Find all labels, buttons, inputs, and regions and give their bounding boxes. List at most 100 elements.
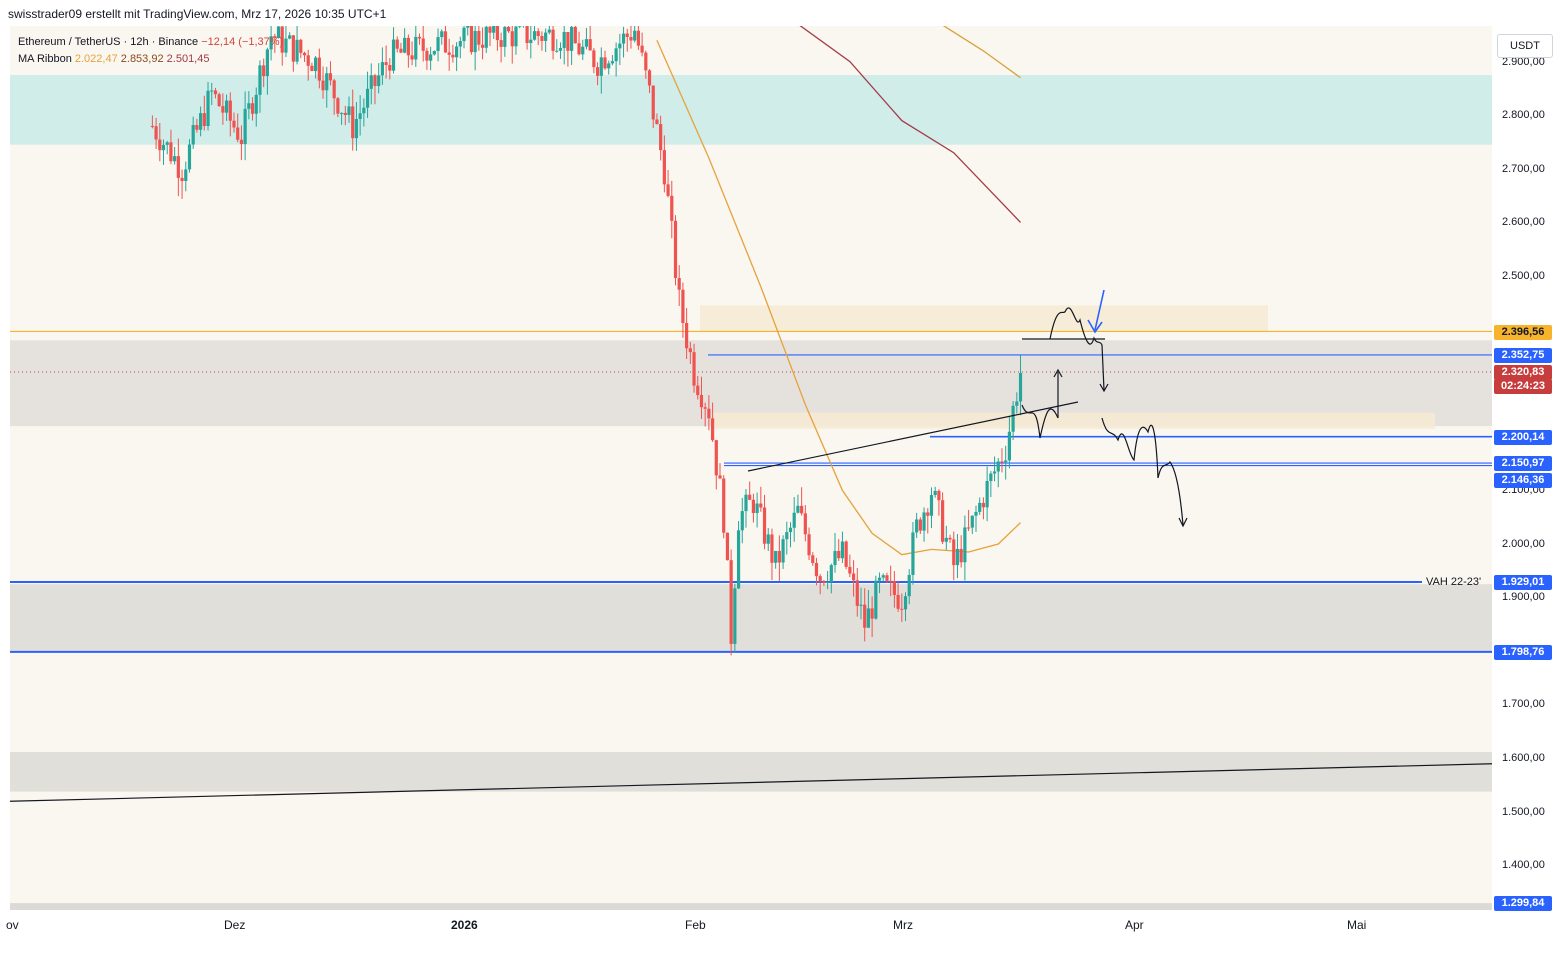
candle-body (336, 98, 340, 114)
blue-arrow-head (1087, 319, 1103, 334)
candle-body (365, 88, 370, 108)
candle-body (362, 107, 366, 114)
candle-body (803, 513, 807, 535)
candle-body (473, 30, 477, 53)
ma-ribbon-label: MA Ribbon (18, 53, 72, 65)
candle-body (347, 106, 351, 116)
candle-body (462, 27, 466, 42)
price-tick: 2.000,00 (1502, 538, 1545, 550)
candle-body (740, 511, 744, 531)
candle-body (900, 608, 904, 610)
candle-body (243, 108, 247, 145)
price-tick: 1.400,00 (1502, 859, 1545, 871)
candle-body (729, 560, 733, 644)
candle-body (833, 550, 837, 566)
price-tag-level: 2.352,75 (1494, 348, 1552, 363)
candle-body (221, 106, 225, 113)
vah-label: VAH 22-23' (1426, 576, 1482, 588)
candle-body (321, 80, 325, 91)
candle-body (751, 499, 755, 514)
candle-body (388, 65, 392, 71)
candle-body (800, 505, 804, 514)
candle-body (922, 512, 926, 531)
candle-body (325, 73, 329, 91)
time-axis[interactable]: ov Dez 2026 Feb Mrz Apr Mai (0, 910, 1567, 940)
imbalance-zone (700, 305, 1268, 332)
chart-legend: Ethereum / TetherUS · 12h · Binance −12,… (18, 34, 283, 68)
candle-body (417, 36, 422, 39)
candle-body (644, 52, 648, 71)
candle-body (202, 113, 206, 127)
candle-body (262, 65, 266, 77)
candle-body (629, 37, 633, 41)
support-zone (10, 751, 1492, 792)
candle-body (955, 548, 960, 566)
candle-body (432, 50, 436, 55)
time-tick: Feb (685, 918, 706, 932)
candle-body (844, 541, 848, 567)
candle-body (314, 57, 318, 72)
symbol-title: Ethereum / TetherUS · 12h · Binance (18, 36, 199, 48)
candle-body (655, 119, 659, 125)
candle-body (492, 26, 496, 33)
candle-body (662, 150, 666, 185)
candle-body (992, 471, 997, 474)
candle-body (989, 473, 993, 482)
candle-body (469, 26, 474, 53)
candle-body (317, 57, 321, 81)
candle-body (510, 31, 514, 47)
candle-body (870, 608, 874, 619)
candle-body (406, 37, 410, 56)
candle-body (529, 39, 533, 44)
candle-body (621, 33, 626, 44)
candle-body (391, 39, 396, 71)
candle-body (974, 511, 978, 516)
candle-body (677, 278, 681, 290)
price-tick: 2.700,00 (1502, 163, 1545, 175)
candle-body (744, 494, 748, 512)
candle-body (562, 31, 566, 49)
candle-body (978, 502, 982, 512)
price-tick: 2.600,00 (1502, 216, 1545, 228)
candle-body (199, 113, 203, 130)
candle-body (788, 527, 793, 533)
candle-body (414, 36, 418, 60)
candle-body (484, 26, 488, 48)
candle-body (299, 39, 303, 53)
candle-body (762, 507, 767, 544)
candle-body (703, 407, 707, 409)
candle-body (532, 31, 537, 40)
candle-body (332, 80, 336, 99)
candle-body (889, 580, 893, 582)
candle-body (874, 580, 878, 619)
candle-body (759, 503, 763, 508)
candle-body (343, 112, 347, 116)
candle-body (733, 588, 737, 644)
candle-body (959, 548, 963, 563)
currency-unit-button[interactable]: USDT (1497, 34, 1553, 58)
candle-body (618, 43, 622, 49)
candle-body (636, 30, 640, 46)
candle-body (581, 46, 585, 55)
candle-body (206, 90, 210, 127)
candle-body (228, 100, 232, 121)
candle-body (918, 519, 922, 531)
candle-body (480, 44, 485, 48)
candle-body (429, 54, 433, 61)
candle-body (985, 481, 989, 508)
candle-body (455, 46, 459, 58)
candle-body (447, 52, 451, 55)
candle-body (258, 65, 262, 95)
candle-body (851, 573, 856, 581)
candle-body (339, 112, 344, 114)
candle-body (247, 103, 251, 109)
candle-body (380, 62, 384, 76)
candle-body (941, 500, 945, 542)
candle-body (915, 519, 919, 533)
candle-body (929, 495, 934, 516)
candle-body (514, 26, 518, 47)
price-change: −12,14 (−1,37%) (201, 36, 284, 48)
drawn-top-path (1022, 307, 1105, 346)
footer-strip (0, 940, 1567, 954)
